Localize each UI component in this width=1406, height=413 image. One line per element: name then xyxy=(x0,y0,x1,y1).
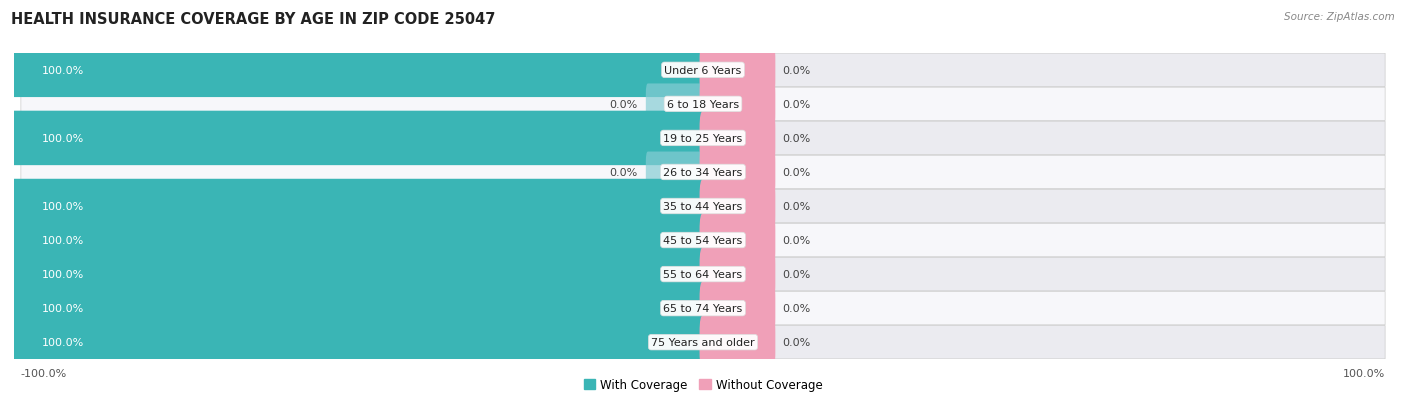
FancyBboxPatch shape xyxy=(21,224,1385,257)
Text: 100.0%: 100.0% xyxy=(1343,368,1385,378)
FancyBboxPatch shape xyxy=(700,247,775,301)
FancyBboxPatch shape xyxy=(21,156,1385,189)
FancyBboxPatch shape xyxy=(700,43,775,98)
FancyBboxPatch shape xyxy=(21,292,1385,325)
FancyBboxPatch shape xyxy=(21,122,1385,155)
Text: 100.0%: 100.0% xyxy=(42,133,84,144)
Text: Source: ZipAtlas.com: Source: ZipAtlas.com xyxy=(1284,12,1395,22)
FancyBboxPatch shape xyxy=(700,112,775,166)
FancyBboxPatch shape xyxy=(700,213,775,268)
Text: 0.0%: 0.0% xyxy=(782,337,810,347)
Text: 0.0%: 0.0% xyxy=(782,202,810,211)
FancyBboxPatch shape xyxy=(11,43,706,98)
Text: 6 to 18 Years: 6 to 18 Years xyxy=(666,100,740,109)
FancyBboxPatch shape xyxy=(700,179,775,234)
Text: 0.0%: 0.0% xyxy=(782,66,810,76)
Text: 100.0%: 100.0% xyxy=(42,269,84,280)
FancyBboxPatch shape xyxy=(11,179,706,234)
Text: 100.0%: 100.0% xyxy=(42,235,84,245)
FancyBboxPatch shape xyxy=(700,281,775,335)
Text: 100.0%: 100.0% xyxy=(42,337,84,347)
FancyBboxPatch shape xyxy=(645,84,704,125)
FancyBboxPatch shape xyxy=(11,247,706,301)
Text: 55 to 64 Years: 55 to 64 Years xyxy=(664,269,742,280)
Text: -100.0%: -100.0% xyxy=(21,368,67,378)
Legend: With Coverage, Without Coverage: With Coverage, Without Coverage xyxy=(579,374,827,396)
Text: 19 to 25 Years: 19 to 25 Years xyxy=(664,133,742,144)
Text: 0.0%: 0.0% xyxy=(782,235,810,245)
FancyBboxPatch shape xyxy=(700,315,775,370)
FancyBboxPatch shape xyxy=(21,326,1385,359)
Text: 0.0%: 0.0% xyxy=(782,269,810,280)
FancyBboxPatch shape xyxy=(21,258,1385,291)
Text: 100.0%: 100.0% xyxy=(42,66,84,76)
Text: 0.0%: 0.0% xyxy=(782,304,810,313)
Text: 100.0%: 100.0% xyxy=(42,304,84,313)
FancyBboxPatch shape xyxy=(21,54,1385,87)
FancyBboxPatch shape xyxy=(700,78,775,132)
Text: 75 Years and older: 75 Years and older xyxy=(651,337,755,347)
FancyBboxPatch shape xyxy=(700,145,775,200)
Text: 0.0%: 0.0% xyxy=(782,133,810,144)
Text: 0.0%: 0.0% xyxy=(782,168,810,178)
Text: 0.0%: 0.0% xyxy=(609,168,637,178)
Text: 100.0%: 100.0% xyxy=(42,202,84,211)
Text: Under 6 Years: Under 6 Years xyxy=(665,66,741,76)
Text: HEALTH INSURANCE COVERAGE BY AGE IN ZIP CODE 25047: HEALTH INSURANCE COVERAGE BY AGE IN ZIP … xyxy=(11,12,496,27)
Text: 35 to 44 Years: 35 to 44 Years xyxy=(664,202,742,211)
FancyBboxPatch shape xyxy=(11,213,706,268)
Text: 0.0%: 0.0% xyxy=(782,100,810,109)
FancyBboxPatch shape xyxy=(645,152,704,193)
Text: 65 to 74 Years: 65 to 74 Years xyxy=(664,304,742,313)
FancyBboxPatch shape xyxy=(21,190,1385,223)
FancyBboxPatch shape xyxy=(11,315,706,370)
Text: 26 to 34 Years: 26 to 34 Years xyxy=(664,168,742,178)
FancyBboxPatch shape xyxy=(11,281,706,335)
Text: 45 to 54 Years: 45 to 54 Years xyxy=(664,235,742,245)
FancyBboxPatch shape xyxy=(11,112,706,166)
FancyBboxPatch shape xyxy=(21,88,1385,121)
Text: 0.0%: 0.0% xyxy=(609,100,637,109)
